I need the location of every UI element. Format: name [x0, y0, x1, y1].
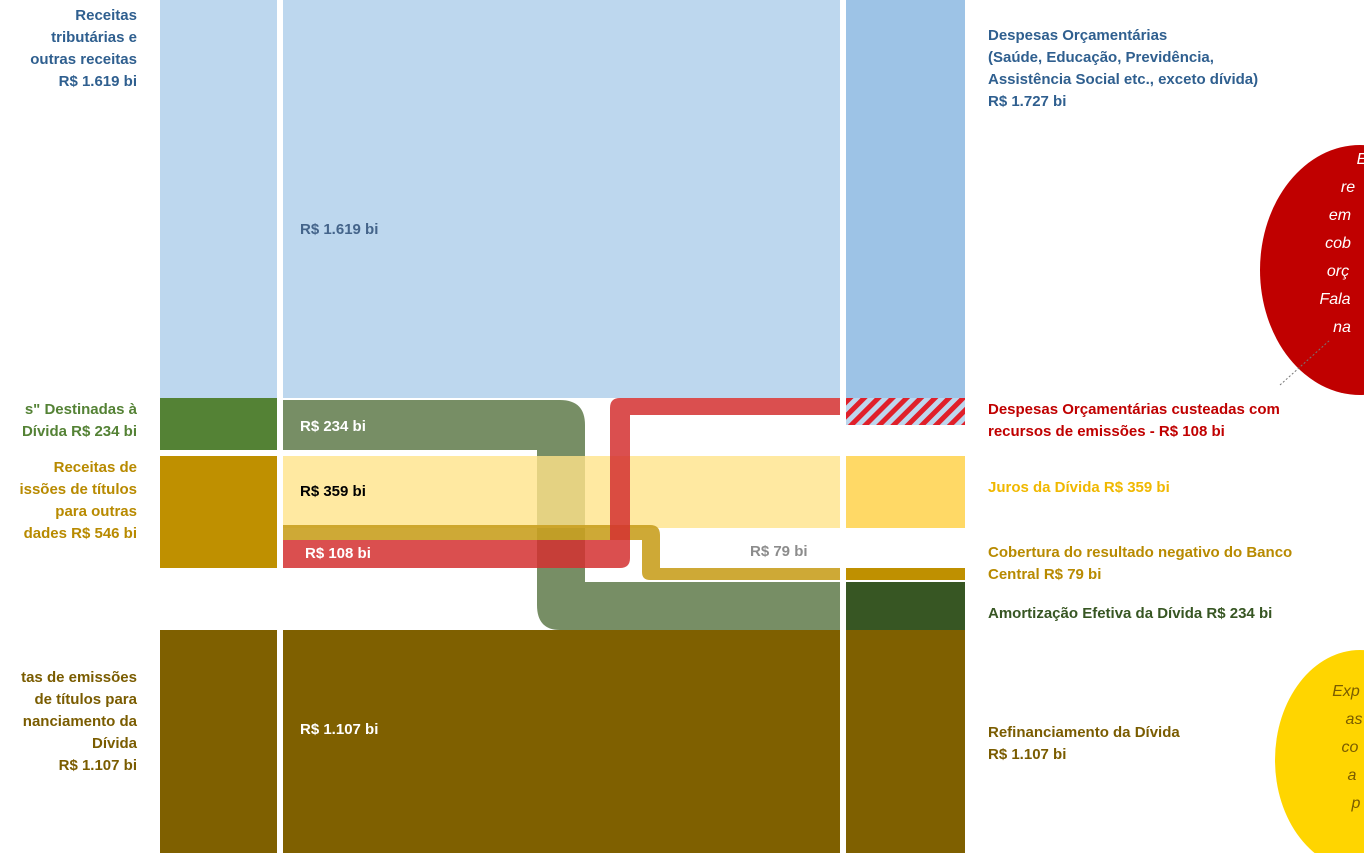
note-pointer: [1279, 339, 1331, 386]
left-label: Receitas: [75, 7, 137, 24]
block: [846, 582, 965, 630]
right-label: Central R$ 79 bi: [988, 566, 1101, 583]
note-text: Exp: [1332, 683, 1360, 700]
left-label: Dívida: [92, 735, 138, 752]
note-text: em: [1329, 207, 1351, 224]
note-bubble: [1275, 650, 1364, 853]
left-label: para outras: [55, 503, 137, 520]
left-label: dades R$ 546 bi: [24, 525, 137, 542]
note-text: a: [1348, 767, 1357, 784]
left-label: R$ 1.619 bi: [59, 73, 137, 90]
note-text: as: [1346, 711, 1363, 728]
block: [160, 630, 277, 853]
block: [846, 456, 965, 528]
block: [846, 630, 965, 853]
note-text: E: [1357, 151, 1364, 168]
left-label: de títulos para: [34, 691, 137, 708]
right-label: Juros da Dívida R$ 359 bi: [988, 479, 1170, 496]
left-label: issões de títulos: [19, 481, 137, 498]
block: [283, 0, 840, 398]
right-label: Cobertura do resultado negativo do Banco: [988, 544, 1292, 561]
left-label: Receitas de: [54, 459, 137, 476]
left-label: Dívida R$ 234 bi: [22, 423, 137, 440]
note-text: orç: [1327, 263, 1349, 280]
right-label: (Saúde, Educação, Previdência,: [988, 49, 1214, 66]
left-label: R$ 1.107 bi: [59, 757, 137, 774]
right-label: R$ 1.107 bi: [988, 746, 1066, 763]
block: [160, 398, 277, 450]
note-text: na: [1333, 319, 1351, 336]
flow-label: R$ 359 bi: [300, 483, 366, 500]
block: [846, 0, 965, 398]
note-text: co: [1342, 739, 1359, 756]
flow-juros: [283, 456, 840, 528]
right-label: R$ 1.727 bi: [988, 93, 1066, 110]
note-text: p: [1351, 795, 1361, 812]
flow-label: R$ 234 bi: [300, 418, 366, 435]
block: [283, 630, 840, 853]
flow-label: R$ 1.619 bi: [300, 221, 378, 238]
right-label: Refinanciamento da Dívida: [988, 724, 1180, 741]
note-text: re: [1341, 179, 1355, 196]
note-text: cob: [1325, 235, 1351, 252]
right-label: Despesas Orçamentárias: [988, 27, 1167, 44]
left-label: tas de emissões: [21, 669, 137, 686]
flow-label: R$ 1.107 bi: [300, 721, 378, 738]
right-label: Despesas Orçamentárias custeadas com: [988, 401, 1280, 418]
flow-bacen: [283, 525, 840, 580]
left-label: tributárias e: [51, 29, 137, 46]
left-label: s" Destinadas à: [25, 401, 138, 418]
right-label: Amortização Efetiva da Dívida R$ 234 bi: [988, 605, 1272, 622]
flow-label: R$ 108 bi: [305, 545, 371, 562]
block: [160, 456, 277, 568]
right-label: Assistência Social etc., exceto dívida): [988, 71, 1258, 88]
flow-label: R$ 79 bi: [750, 543, 808, 560]
hatched-block: [846, 398, 965, 425]
block: [846, 568, 965, 580]
flow-despesas-emissoes: [283, 398, 840, 568]
right-label: recursos de emissões - R$ 108 bi: [988, 423, 1225, 440]
note-bubble: [1260, 145, 1364, 395]
block: [160, 0, 277, 398]
left-label: outras receitas: [30, 51, 137, 68]
note-text: Fala: [1319, 291, 1350, 308]
left-label: nanciamento da: [23, 713, 138, 730]
